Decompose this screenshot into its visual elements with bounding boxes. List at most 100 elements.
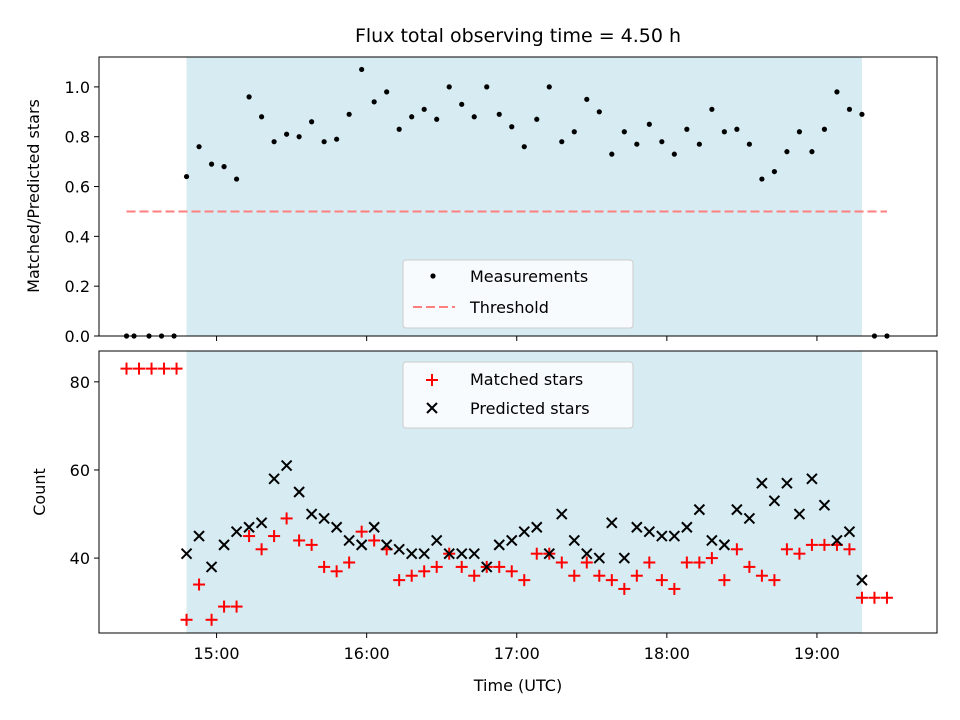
predicted-point	[293, 486, 305, 498]
panel-ratio-marks	[123, 66, 890, 339]
matched-point	[818, 538, 831, 551]
x-tick-label: 18:00	[644, 644, 690, 663]
matched-point	[743, 560, 756, 573]
panel-count-xticks: 15:00 16:00 17:00 18:00 19:00	[194, 633, 840, 663]
measurement-point	[584, 96, 590, 102]
matched-point	[718, 574, 731, 587]
predicted-point	[581, 547, 593, 560]
measurement-point	[434, 116, 440, 122]
x-tick-label: 15:00	[194, 644, 240, 663]
predicted-point	[756, 477, 768, 489]
matched-point	[205, 613, 218, 626]
measurement-point	[459, 101, 465, 107]
measurement-point	[208, 161, 215, 167]
legend-ratio-box	[402, 259, 634, 329]
legend-predicted-label: Predicted stars	[470, 399, 590, 418]
measurement-point	[221, 164, 227, 170]
predicted-point	[343, 534, 355, 547]
matched-point	[630, 569, 643, 582]
y-tick-label: 0.6	[65, 178, 90, 197]
matched-point	[793, 547, 806, 560]
matched-point	[193, 578, 206, 591]
predicted-point	[305, 508, 318, 520]
predicted-point	[843, 525, 856, 538]
predicted-point	[481, 561, 493, 573]
measurement-point	[471, 114, 477, 120]
predicted-point	[631, 521, 643, 533]
predicted-point	[443, 547, 455, 560]
matched-point	[655, 574, 668, 587]
predicted-point	[706, 534, 718, 547]
measurement-point	[384, 89, 390, 95]
matched-point	[568, 569, 581, 582]
matched-point	[768, 574, 781, 587]
matched-point	[455, 560, 468, 573]
predicted-point	[531, 521, 543, 533]
matched-point	[120, 362, 133, 375]
predicted-point	[205, 561, 218, 573]
matched-point	[158, 362, 171, 375]
measurement-point	[684, 126, 690, 132]
legend-measurements-label: Measurements	[470, 267, 588, 286]
legend-measurements-marker	[430, 273, 436, 279]
predicted-point	[818, 499, 831, 511]
measurement-point	[521, 144, 527, 150]
predicted-point	[681, 521, 693, 533]
matched-point	[218, 600, 231, 613]
x-axis-label: Time (UTC)	[473, 676, 562, 695]
legend-predicted-marker	[426, 402, 438, 414]
measurement-point	[734, 126, 740, 132]
predicted-point	[831, 534, 843, 547]
predicted-point	[268, 473, 280, 485]
matched-point	[343, 556, 356, 569]
legend-matched-label: Matched stars	[470, 370, 583, 389]
matched-point	[593, 569, 606, 582]
predicted-point	[255, 517, 268, 529]
measurement-point	[746, 141, 752, 147]
matched-point	[318, 560, 331, 573]
matched-point	[693, 556, 706, 569]
measurement-point	[258, 114, 265, 120]
measurement-point	[546, 84, 552, 90]
matched-point	[430, 560, 443, 573]
predicted-point	[656, 530, 668, 542]
matched-point	[705, 552, 718, 565]
panel-count-ylabel: Count	[30, 468, 49, 516]
predicted-point	[856, 574, 868, 586]
panel-ratio-xticks	[216, 336, 818, 341]
measurement-point	[346, 111, 352, 117]
predicted-point	[793, 508, 806, 520]
matched-point	[493, 560, 506, 573]
matched-point	[180, 613, 193, 626]
measurement-point	[571, 129, 577, 135]
matched-point	[518, 574, 531, 587]
matched-point	[393, 574, 406, 587]
measurement-point	[271, 139, 277, 145]
predicted-point	[430, 534, 443, 547]
matched-point	[268, 530, 281, 543]
predicted-point	[731, 503, 743, 516]
predicted-point	[518, 525, 530, 538]
matched-point	[293, 534, 306, 547]
measurement-point	[696, 141, 702, 147]
measurement-point	[771, 168, 778, 175]
predicted-point	[405, 547, 418, 560]
matched-point	[755, 569, 768, 582]
matched-point	[305, 538, 318, 551]
predicted-point	[806, 473, 818, 485]
predicted-point	[355, 539, 368, 551]
chart-title: Flux total observing time = 4.50 h	[355, 25, 681, 47]
panel-count-marks	[120, 362, 893, 626]
measurement-point	[609, 151, 615, 157]
legend-count-box	[402, 361, 634, 429]
measurement-point	[321, 139, 327, 145]
matched-point	[230, 600, 243, 613]
predicted-point	[543, 547, 555, 560]
y-tick-label: 1.0	[65, 78, 90, 97]
measurement-point	[759, 176, 765, 182]
measurement-point	[784, 149, 790, 155]
measurement-point	[634, 141, 640, 147]
y-tick-label: 0.8	[65, 128, 90, 147]
matched-point	[170, 362, 183, 375]
